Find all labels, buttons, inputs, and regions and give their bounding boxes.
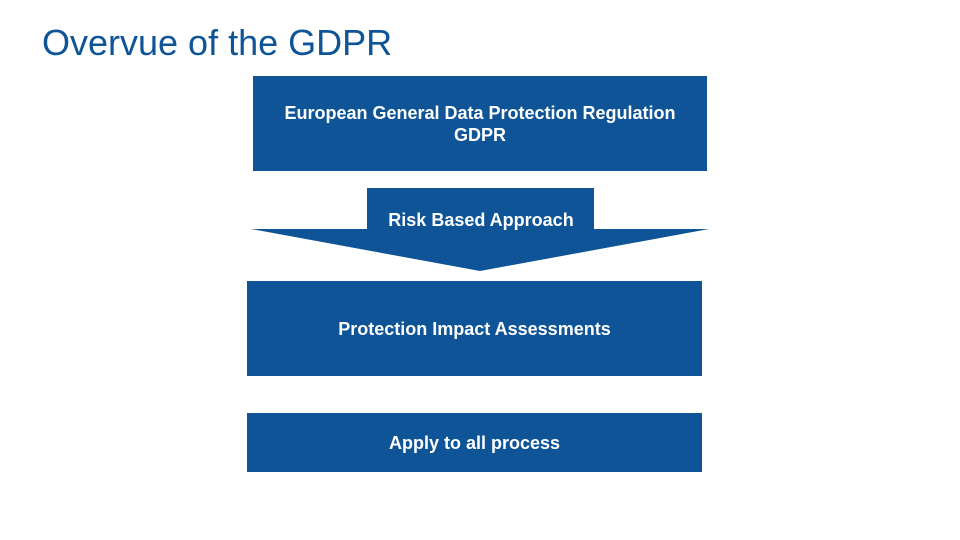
slide-title: Overvue of the GDPR (42, 22, 392, 64)
regulation-box-title: European General Data Protection Regulat… (284, 102, 675, 124)
regulation-box-subtitle: GDPR (454, 124, 506, 146)
protection-impact-assessments-label: Protection Impact Assessments (338, 318, 610, 340)
apply-to-all-process-label: Apply to all process (389, 432, 560, 454)
regulation-box: European General Data Protection Regulat… (253, 76, 707, 171)
protection-impact-assessments-box: Protection Impact Assessments (247, 281, 702, 376)
apply-to-all-process-box: Apply to all process (247, 413, 702, 472)
risk-based-approach-arrow: Risk Based Approach (251, 188, 709, 271)
arrow-label: Risk Based Approach (367, 209, 595, 231)
